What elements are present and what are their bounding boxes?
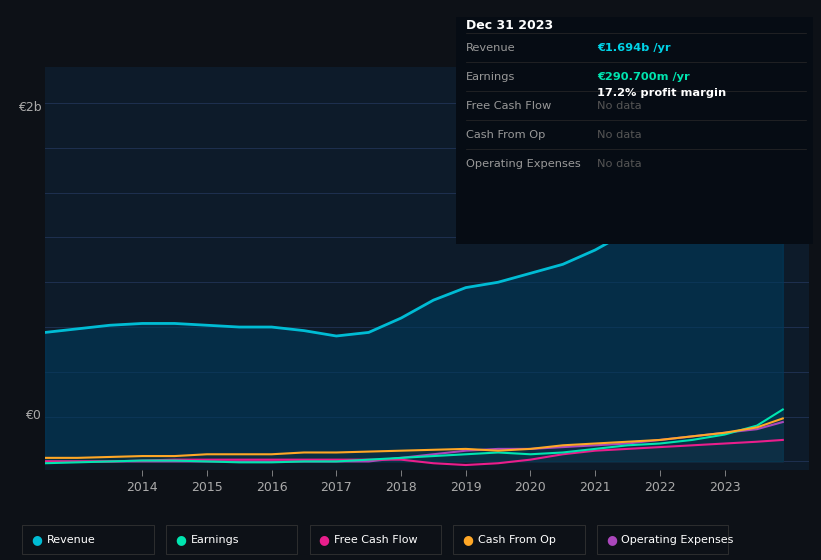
Text: Free Cash Flow: Free Cash Flow — [466, 101, 551, 111]
Text: 17.2% profit margin: 17.2% profit margin — [597, 88, 726, 98]
Text: ●: ● — [31, 533, 42, 547]
Text: ●: ● — [319, 533, 329, 547]
Text: ●: ● — [606, 533, 617, 547]
Text: Operating Expenses: Operating Expenses — [621, 535, 734, 545]
Text: €290.700m /yr: €290.700m /yr — [597, 72, 690, 82]
Text: Revenue: Revenue — [47, 535, 95, 545]
Text: No data: No data — [597, 130, 641, 141]
Text: Cash From Op: Cash From Op — [478, 535, 556, 545]
Text: Operating Expenses: Operating Expenses — [466, 160, 580, 170]
Text: No data: No data — [597, 160, 641, 170]
Text: ●: ● — [462, 533, 473, 547]
Text: Dec 31 2023: Dec 31 2023 — [466, 19, 553, 32]
Text: Revenue: Revenue — [466, 43, 515, 53]
Text: €0: €0 — [25, 409, 41, 422]
Text: €2b: €2b — [18, 101, 41, 114]
Text: No data: No data — [597, 101, 641, 111]
Text: ●: ● — [175, 533, 186, 547]
Text: Free Cash Flow: Free Cash Flow — [334, 535, 418, 545]
Text: Earnings: Earnings — [466, 72, 515, 82]
Text: Earnings: Earnings — [190, 535, 239, 545]
Text: €1.694b /yr: €1.694b /yr — [597, 43, 671, 53]
Text: Cash From Op: Cash From Op — [466, 130, 545, 141]
